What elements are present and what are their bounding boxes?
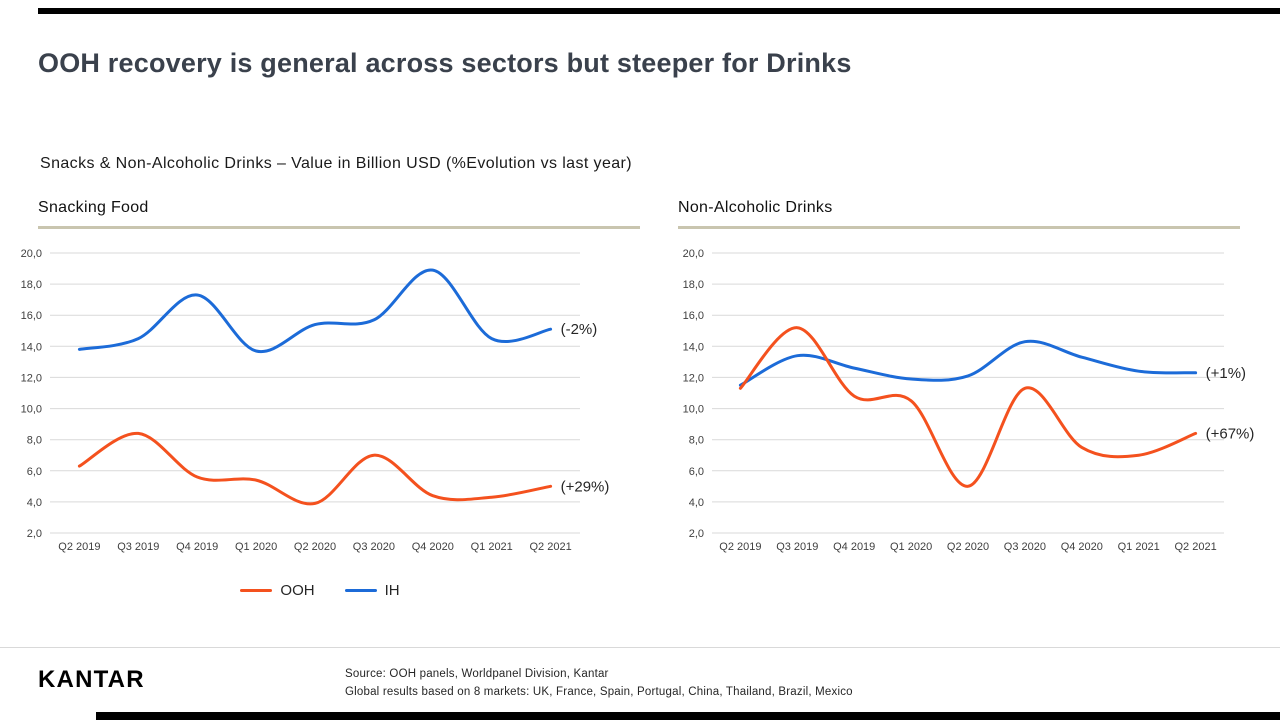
snacking-food-panel-rule bbox=[38, 226, 640, 229]
svg-text:12,0: 12,0 bbox=[683, 372, 704, 384]
svg-text:4,0: 4,0 bbox=[689, 497, 704, 509]
svg-text:Q4 2020: Q4 2020 bbox=[412, 541, 454, 553]
legend-label-ooh: OOH bbox=[280, 582, 315, 599]
svg-text:Q2 2020: Q2 2020 bbox=[294, 541, 336, 553]
ooh-line-swatch bbox=[240, 589, 273, 592]
svg-text:2,0: 2,0 bbox=[27, 528, 42, 540]
svg-text:Q1 2021: Q1 2021 bbox=[471, 541, 513, 553]
svg-text:2,0: 2,0 bbox=[689, 528, 704, 540]
svg-text:Q4 2019: Q4 2019 bbox=[833, 541, 875, 553]
svg-text:(-2%): (-2%) bbox=[561, 321, 598, 338]
svg-text:Q2 2020: Q2 2020 bbox=[947, 541, 989, 553]
snacking-food-chart: 2,0 4,0 6,0 8,0 10,0 12,0 14,0 16,0 18,0 20,0 Q2 2… bbox=[20, 240, 620, 572]
svg-text:8,0: 8,0 bbox=[689, 435, 704, 447]
bottom-accent-bar bbox=[96, 712, 1280, 720]
top-accent-bar bbox=[38, 8, 1280, 14]
svg-text:18,0: 18,0 bbox=[683, 279, 704, 291]
svg-text:10,0: 10,0 bbox=[683, 404, 704, 416]
svg-text:Q2 2019: Q2 2019 bbox=[58, 541, 100, 553]
svg-text:20,0: 20,0 bbox=[683, 248, 704, 260]
svg-text:Q2 2019: Q2 2019 bbox=[719, 541, 761, 553]
svg-text:(+1%): (+1%) bbox=[1206, 365, 1246, 382]
svg-text:Q3 2020: Q3 2020 bbox=[353, 541, 395, 553]
legend-item-ih: IH bbox=[344, 582, 400, 599]
svg-text:6,0: 6,0 bbox=[689, 466, 704, 478]
svg-text:14,0: 14,0 bbox=[683, 341, 704, 353]
source-line-1: Source: OOH panels, Worldpanel Division,… bbox=[345, 668, 609, 680]
svg-text:Q1 2020: Q1 2020 bbox=[890, 541, 932, 553]
footer-divider bbox=[0, 647, 1280, 648]
svg-text:14,0: 14,0 bbox=[21, 341, 42, 353]
snacking-food-panel-title: Snacking Food bbox=[38, 199, 149, 216]
svg-text:12,0: 12,0 bbox=[21, 372, 42, 384]
source-line-2: Global results based on 8 markets: UK, F… bbox=[345, 686, 853, 699]
svg-text:16,0: 16,0 bbox=[683, 310, 704, 322]
page-title: OOH recovery is general across sectors b… bbox=[38, 48, 852, 78]
svg-text:Q2 2021: Q2 2021 bbox=[529, 541, 571, 553]
svg-text:(+67%): (+67%) bbox=[1206, 425, 1255, 442]
svg-text:Q3 2019: Q3 2019 bbox=[117, 541, 159, 553]
svg-text:16,0: 16,0 bbox=[21, 310, 42, 322]
svg-text:10,0: 10,0 bbox=[21, 404, 42, 416]
chart-legend: OOH IH bbox=[20, 582, 620, 599]
svg-text:8,0: 8,0 bbox=[27, 435, 42, 447]
svg-text:Q4 2020: Q4 2020 bbox=[1061, 541, 1103, 553]
svg-text:Q2 2021: Q2 2021 bbox=[1174, 541, 1216, 553]
non-alcoholic-drinks-panel-rule bbox=[678, 226, 1240, 229]
svg-text:20,0: 20,0 bbox=[21, 248, 42, 260]
svg-text:Q3 2019: Q3 2019 bbox=[776, 541, 818, 553]
svg-text:Q1 2021: Q1 2021 bbox=[1118, 541, 1160, 553]
svg-text:18,0: 18,0 bbox=[21, 279, 42, 291]
svg-text:Q4 2019: Q4 2019 bbox=[176, 541, 218, 553]
kantar-logo: KANTAR bbox=[38, 666, 145, 693]
legend-label-ih: IH bbox=[384, 582, 400, 599]
non-alcoholic-drinks-panel-title: Non-Alcoholic Drinks bbox=[678, 199, 833, 216]
svg-text:Q1 2020: Q1 2020 bbox=[235, 541, 277, 553]
page-subtitle: Snacks & Non-Alcoholic Drinks – Value in… bbox=[40, 155, 633, 172]
legend-item-ooh: OOH bbox=[240, 582, 315, 599]
source-note: Source: OOH panels, Worldpanel Division,… bbox=[345, 665, 853, 702]
ih-line-swatch bbox=[344, 589, 377, 592]
svg-text:Q3 2020: Q3 2020 bbox=[1004, 541, 1046, 553]
non-alcoholic-drinks-chart: 2,0 4,0 6,0 8,0 10,0 12,0 14,0 16,0 18,0 20,0 Q2 2… bbox=[664, 240, 1264, 572]
svg-text:(+29%): (+29%) bbox=[561, 478, 610, 495]
svg-text:4,0: 4,0 bbox=[27, 497, 42, 509]
svg-text:6,0: 6,0 bbox=[27, 466, 42, 478]
